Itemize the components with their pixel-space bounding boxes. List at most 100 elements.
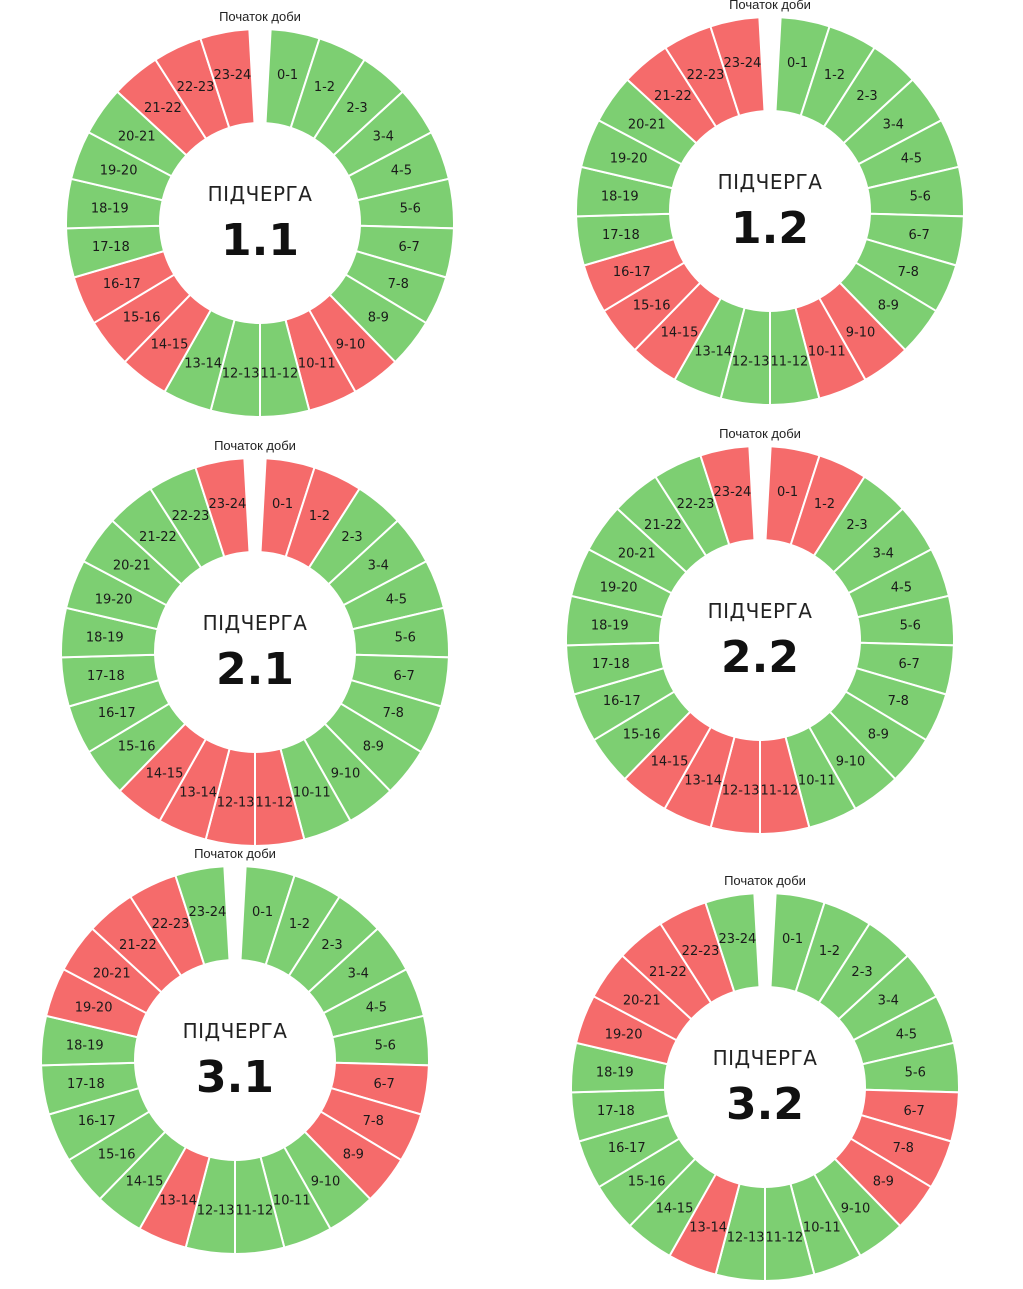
hour-label: 8-9 [873, 1174, 894, 1189]
hour-label: 13-14 [159, 1193, 197, 1208]
queue-word: ПІДЧЕРГА [203, 611, 308, 635]
hour-label: 17-18 [597, 1104, 635, 1119]
hour-label: 0-1 [787, 56, 808, 71]
hour-label: 20-21 [118, 129, 156, 144]
hour-label: 0-1 [777, 485, 798, 500]
schedule-queue-3-2: Початок доби 0-1 1-2 2-3 3-4 4-5 5-6 6-7 7-8 8-9 9… [555, 869, 975, 1289]
schedule-queue-1-2: Початок доби 0-1 1-2 2-3 3-4 4-5 5-6 6-7 7-8 8-9 9… [560, 0, 980, 413]
day-start-label: Початок доби [214, 438, 296, 453]
hour-label: 12-13 [197, 1203, 235, 1218]
hour-label: 7-8 [363, 1114, 384, 1129]
hour-label: 4-5 [896, 1028, 917, 1043]
hour-label: 3-4 [368, 558, 389, 573]
hour-label: 7-8 [383, 706, 404, 721]
hour-label: 23-24 [209, 497, 247, 512]
hour-label: 7-8 [893, 1141, 914, 1156]
hour-label: 22-23 [152, 917, 190, 932]
hour-label: 5-6 [400, 201, 421, 216]
hour-label: 2-3 [341, 530, 362, 545]
hour-label: 10-11 [273, 1193, 311, 1208]
hour-label: 11-12 [765, 1230, 803, 1245]
hour-label: 5-6 [900, 618, 921, 633]
hour-label: 0-1 [277, 68, 298, 83]
hour-label: 2-3 [846, 518, 867, 533]
hour-label: 8-9 [343, 1147, 364, 1162]
day-start-label: Початок доби [219, 9, 301, 24]
hour-label: 6-7 [899, 657, 920, 672]
day-start-label: Початок доби [724, 873, 806, 888]
hour-label: 13-14 [684, 773, 722, 788]
hour-label: 19-20 [610, 152, 648, 167]
hour-label: 9-10 [841, 1201, 871, 1216]
hour-label: 7-8 [388, 277, 409, 292]
hour-label: 15-16 [628, 1174, 666, 1189]
hour-label: 23-24 [714, 485, 752, 500]
hour-label: 9-10 [846, 325, 876, 340]
hour-label: 6-7 [904, 1104, 925, 1119]
hour-label: 14-15 [126, 1174, 164, 1189]
queue-number: 2.1 [216, 644, 294, 695]
donut-chart: Початок доби 0-1 1-2 2-3 3-4 4-5 5-6 6-7 7-8 8-99… [40, 846, 430, 1256]
hour-label: 16-17 [78, 1114, 116, 1129]
hour-label: 18-19 [596, 1065, 634, 1080]
hour-label: 7-8 [888, 694, 909, 709]
hour-label: 5-6 [395, 630, 416, 645]
day-start-label: Початок доби [194, 846, 276, 861]
hour-label: 9-10 [336, 337, 366, 352]
hour-label: 10-11 [293, 785, 331, 800]
donut-chart: Початок доби 0-1 1-2 2-3 3-4 4-5 5-6 6-7 7-8 8-99… [565, 426, 955, 836]
hour-label: 9-10 [331, 766, 361, 781]
donut-chart: Початок доби 0-1 1-2 2-3 3-4 4-5 5-6 6-7 7-8 8-99… [65, 9, 455, 419]
hour-label: 15-16 [623, 727, 661, 742]
hour-label: 7-8 [898, 265, 919, 280]
hour-label: 10-11 [808, 344, 846, 359]
hour-label: 14-15 [146, 766, 184, 781]
hour-label: 15-16 [98, 1147, 136, 1162]
hour-label: 4-5 [891, 581, 912, 596]
queue-word: ПІДЧЕРГА [718, 170, 823, 194]
hour-label: 5-6 [375, 1038, 396, 1053]
hour-label: 16-17 [98, 706, 136, 721]
hour-label: 10-11 [798, 773, 836, 788]
hour-label: 19-20 [100, 164, 138, 179]
hour-label: 12-13 [732, 354, 770, 369]
hour-label: 20-21 [113, 558, 151, 573]
hour-segment-off [194, 457, 251, 559]
hour-label: 2-3 [856, 89, 877, 104]
hour-label: 11-12 [235, 1203, 273, 1218]
hour-label: 20-21 [618, 546, 656, 561]
queue-word: ПІДЧЕРГА [183, 1019, 288, 1043]
queue-word: ПІДЧЕРГА [208, 182, 313, 206]
hour-label: 2-3 [346, 101, 367, 116]
hour-label: 10-11 [298, 356, 336, 371]
hour-label: 21-22 [644, 518, 682, 533]
hour-label: 0-1 [272, 497, 293, 512]
hour-label: 22-23 [682, 944, 720, 959]
hour-label: 18-19 [86, 630, 124, 645]
hour-label: 6-7 [399, 240, 420, 255]
schedule-queue-2-1: Початок доби 0-1 1-2 2-3 3-4 4-5 5-6 6-7 7-8 8-9 9… [45, 434, 465, 854]
hour-label: 12-13 [727, 1230, 765, 1245]
hour-label: 1-2 [814, 497, 835, 512]
hour-label: 8-9 [368, 310, 389, 325]
hour-label: 19-20 [600, 581, 638, 596]
hour-label: 20-21 [628, 117, 666, 132]
hour-segment-off [709, 16, 766, 118]
hour-label: 3-4 [348, 966, 369, 981]
hour-label: 4-5 [386, 593, 407, 608]
hour-label: 9-10 [311, 1174, 341, 1189]
queue-number: 1.2 [731, 203, 809, 254]
hour-label: 1-2 [819, 944, 840, 959]
queue-number: 3.2 [726, 1079, 804, 1130]
hour-label: 15-16 [123, 310, 161, 325]
hour-label: 14-15 [661, 325, 699, 340]
hour-label: 21-22 [654, 89, 692, 104]
hour-label: 5-6 [905, 1065, 926, 1080]
hour-label: 19-20 [95, 593, 133, 608]
queue-word: ПІДЧЕРГА [713, 1046, 818, 1070]
hour-label: 23-24 [189, 905, 227, 920]
hour-label: 11-12 [260, 366, 298, 381]
donut-chart: Початок доби 0-1 1-2 2-3 3-4 4-5 5-6 6-7 7-8 8-99… [575, 0, 965, 407]
hour-label: 3-4 [873, 546, 894, 561]
hour-label: 4-5 [366, 1001, 387, 1016]
